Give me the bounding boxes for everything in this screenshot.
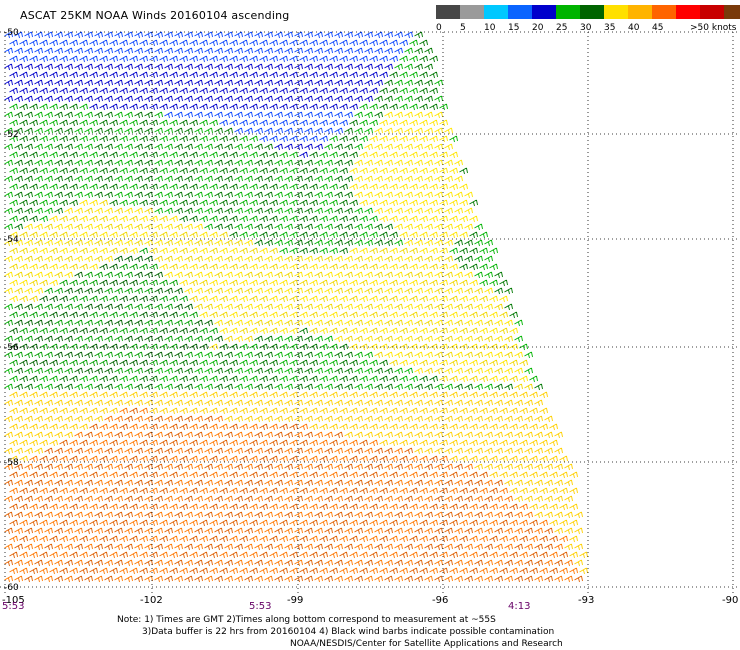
longitude-label: -93 <box>578 595 594 606</box>
note-line-1: Note: 1) Times are GMT 2)Times along bot… <box>117 615 496 625</box>
legend-swatch <box>436 5 460 19</box>
legend-swatch <box>460 5 484 19</box>
legend-tick-label: 40 <box>628 23 640 33</box>
legend-swatch <box>676 5 700 19</box>
legend-swatch <box>652 5 676 19</box>
note-line-2: 3)Data buffer is 22 hrs from 20160104 4)… <box>142 627 555 637</box>
pass-time-label: 5:53 <box>2 601 24 612</box>
wind-barb-group <box>4 111 528 383</box>
wind-barb-group <box>4 407 578 583</box>
wind-barb-group <box>4 39 538 391</box>
legend-swatch <box>628 5 652 19</box>
wind-barb-group <box>4 31 413 143</box>
note-line-3: NOAA/NESDIS/Center for Satellite Applica… <box>290 639 563 649</box>
legend-tick-label: 30 <box>580 23 592 33</box>
latitude-label: -56 <box>4 343 19 353</box>
latitude-label: -60 <box>4 583 19 593</box>
legend-swatch <box>484 5 508 19</box>
latitude-label: -58 <box>4 458 19 468</box>
legend-swatch <box>724 5 740 19</box>
longitude-label: -99 <box>287 595 303 606</box>
legend-tick-label: 45 <box>652 23 664 33</box>
legend-swatch <box>700 5 724 19</box>
legend-tick-label: 20 <box>532 23 544 33</box>
longitude-label: -102 <box>140 595 163 606</box>
wind-barb-group <box>4 63 393 159</box>
legend-swatch <box>556 5 580 19</box>
wind-barb-group <box>4 391 588 575</box>
longitude-label: -105 <box>2 595 25 606</box>
longitude-label: -90 <box>722 595 738 606</box>
wind-speed-legend: 0 5 10 15 20 25 30 35 40 45 >50 knots <box>436 5 740 37</box>
latitude-label: -52 <box>4 130 19 140</box>
legend-tick-label: 5 <box>460 23 466 33</box>
legend-tick-label: 10 <box>484 23 496 33</box>
wind-barb-group <box>4 407 583 583</box>
legend-tick-label: 0 <box>436 23 442 33</box>
lat-lon-grid <box>0 31 740 595</box>
legend-tick-label: >50 knots <box>690 23 737 33</box>
wind-barb-group <box>4 247 218 375</box>
legend-swatch <box>532 5 556 19</box>
map-title: ASCAT 25KM NOAA Winds 20160104 ascending <box>20 9 290 22</box>
legend-tick-label: 15 <box>508 23 520 33</box>
pass-time-label: 4:13 <box>508 601 530 612</box>
latitude-label: -50 <box>4 28 19 38</box>
longitude-label: -96 <box>432 595 448 606</box>
latitude-label: -54 <box>4 235 19 245</box>
axis-labels: -50 -52 -54 -56 -58 -60 -105 -102 -99 -96 -93 -90 5:… <box>2 28 738 612</box>
legend-tick-label: 35 <box>604 23 616 33</box>
legend-swatch <box>508 5 532 19</box>
legend-tick-label: 25 <box>556 23 568 33</box>
legend-color-bar <box>436 5 740 19</box>
legend-tick-labels: 0 5 10 15 20 25 30 35 40 45 >50 knots <box>436 23 740 37</box>
legend-swatch <box>604 5 628 19</box>
wind-barb-group <box>14 31 543 391</box>
legend-swatch <box>580 5 604 19</box>
wind-barb-layer <box>4 31 588 583</box>
pass-time-label: 5:53 <box>249 601 271 612</box>
wind-barb-group <box>4 199 533 391</box>
wind-barb-group <box>9 255 223 375</box>
